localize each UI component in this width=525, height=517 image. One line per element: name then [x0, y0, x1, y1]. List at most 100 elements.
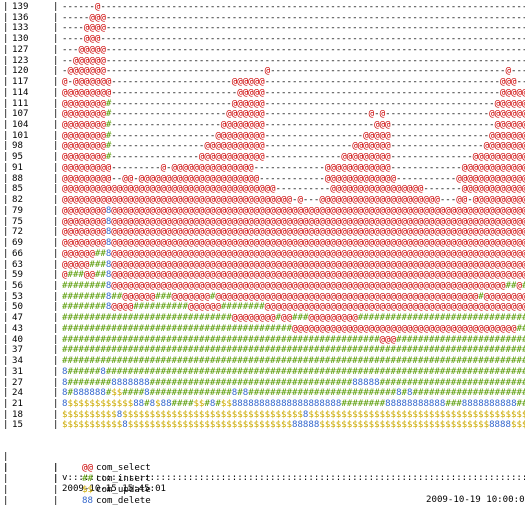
gutter-bar: |: [3, 87, 9, 98]
y-axis-label: 43: [12, 323, 23, 334]
plot-row-data: ########8##@@@@@@###@@@@@@@#@@@@@@@@@@@@…: [62, 291, 525, 302]
gutter-bar: |: [3, 496, 9, 506]
axis-bar: |: [53, 216, 59, 227]
plot-row-data: @@@@@###8@@@@@@@@@@@@@@@@@@@@@@@@@@@@@@@…: [62, 259, 525, 270]
axis-end-label: 2009-10-19 10:00:01: [426, 495, 525, 505]
plot-row-data: @@@@@@@@#-------------------@@@@@@@@@---…: [62, 130, 525, 141]
legend-label: com_insert: [96, 474, 151, 484]
gutter-bar: |: [3, 388, 9, 399]
plot-row-data: -@@@@@@@-----------------------------@--…: [62, 66, 525, 77]
axis-bar: |: [53, 366, 59, 377]
axis-bar: |: [53, 55, 59, 66]
plot-row-data: ########################################…: [62, 323, 525, 334]
axis-row: | | v:::::::::::::::::::::::::::::::::::…: [0, 441, 525, 484]
plot-row-data: @@@@@@@@8@@@@@@@@@@@@@@@@@@@@@@@@@@@@@@@…: [62, 205, 525, 216]
gutter-bar: |: [3, 409, 9, 420]
y-axis-label: 37: [12, 345, 23, 356]
y-axis-label: 75: [12, 216, 23, 227]
axis-bar: |: [53, 496, 59, 506]
y-axis-label: 130: [12, 34, 29, 45]
y-axis-label: 101: [12, 130, 29, 141]
gutter-bar: |: [3, 420, 9, 431]
axis-bar: |: [53, 12, 59, 23]
gutter-bar: |: [3, 66, 9, 77]
axis-bar: |: [53, 44, 59, 55]
axis-bar: |: [53, 291, 59, 302]
plot-row-data: @@@@@@@@#----------------@@@@@@@@@@@@---…: [62, 152, 525, 163]
gutter-bar: |: [3, 280, 9, 291]
axis-bar: |: [53, 162, 59, 173]
axis-bar: |: [53, 173, 59, 184]
gutter-bar: |: [3, 238, 9, 249]
plot-row-data: @@@@@@@@#----------------------@@@@@@---…: [62, 98, 525, 109]
axis-bar: |: [53, 302, 59, 313]
plot-row-data: @@@@@@@@8@@@@@@@@@@@@@@@@@@@@@@@@@@@@@@@…: [62, 238, 525, 249]
y-axis-label: 34: [12, 356, 23, 367]
y-axis-label: 104: [12, 120, 29, 131]
axis-labels-row: | | 2009-10-15 15:45:01 2009-10-19 10:00…: [0, 452, 525, 505]
plot-row-data: 8########8888888########################…: [62, 377, 525, 388]
axis-start-label: 2009-10-15 15:45:01: [62, 484, 167, 495]
gutter-bar: |: [3, 313, 9, 324]
axis-bar: |: [53, 334, 59, 345]
axis-bar: |: [53, 130, 59, 141]
gutter-bar: |: [3, 377, 9, 388]
y-axis-label: 95: [12, 152, 23, 163]
axis-bar: |: [53, 109, 59, 120]
gutter-bar: |: [3, 216, 9, 227]
legend-label: com_update: [96, 485, 151, 495]
gutter-bar: |: [3, 291, 9, 302]
y-axis-label: 56: [12, 280, 23, 291]
plot-row-data: @@@@@@@@@@@@@@@@@@@@@@@@@@@@@@@@@@@@@@@-…: [62, 184, 525, 195]
gutter-bar: |: [3, 399, 9, 409]
axis-bar: |: [53, 377, 59, 388]
plot-row-data: --@@@@@@--------------------------------…: [62, 55, 525, 66]
gutter-bar: |: [3, 23, 9, 34]
plot-row-data: @@@@@@@@8@@@@@@@@@@@@@@@@@@@@@@@@@@@@@@@…: [62, 216, 525, 227]
legend-label: com_delete: [96, 496, 151, 506]
plot-row-data: ###############################@@@@@@@@#…: [62, 313, 525, 324]
y-axis-label: 88: [12, 173, 23, 184]
axis-bar: |: [53, 152, 59, 163]
axis-bar: |: [53, 323, 59, 334]
plot-row-data: @@@@@@@@#-----------------@@@@@@@@@@@---…: [62, 141, 525, 152]
y-axis-label: 24: [12, 388, 23, 399]
gutter-bar: |: [3, 34, 9, 45]
y-axis-label: 85: [12, 184, 23, 195]
gutter-bar: |: [3, 334, 9, 345]
gutter-bar: |: [3, 270, 9, 281]
gutter-bar: |: [3, 2, 9, 12]
axis-bar: |: [53, 195, 59, 206]
y-axis-label: 98: [12, 141, 23, 152]
y-axis-label: 114: [12, 87, 29, 98]
plot-row-data: @@@@@@@@@@@@@@@@@@@@@@@@@@@@@@@@@@@@@@@@…: [62, 195, 525, 206]
y-axis-label: 79: [12, 205, 23, 216]
gutter-bar: |: [3, 77, 9, 88]
y-axis-label: 120: [12, 66, 29, 77]
axis-bar: |: [53, 313, 59, 324]
legend-swatch: $$: [82, 485, 93, 495]
y-axis-label: 47: [12, 313, 23, 324]
gutter-bar: |: [3, 474, 9, 484]
axis-bar: |: [53, 399, 59, 409]
axis-bar: |: [53, 248, 59, 259]
y-axis-label: 123: [12, 55, 29, 66]
gutter-bar: |: [3, 152, 9, 163]
gutter-bar: |: [3, 345, 9, 356]
gutter-bar: |: [3, 44, 9, 55]
gutter-bar: |: [3, 173, 9, 184]
axis-bar: |: [53, 356, 59, 367]
plot-row-data: @@@@@@@@@---------@-@@@@@@@@@@@@@@@-----…: [62, 162, 525, 173]
plot-row-data: $$$$$$$$$$$8$$$$$$$$$$$$$$$$$$$$$$$$$$$$…: [62, 420, 525, 431]
axis-bar: |: [53, 205, 59, 216]
y-axis-label: 63: [12, 259, 23, 270]
axis-bar: |: [53, 98, 59, 109]
legend-swatch: ##: [82, 474, 93, 484]
y-axis-label: 111: [12, 98, 29, 109]
plot-row-data: ---@@@@@--------------------------------…: [62, 44, 525, 55]
plot-row-data: ----@@@---------------------------------…: [62, 34, 525, 45]
y-axis-label: 139: [12, 2, 29, 12]
plot-row-data: @@@@@@@@@-----------------------@@@@@---…: [62, 87, 525, 98]
gutter-bar: |: [3, 462, 9, 473]
y-axis-label: 82: [12, 195, 23, 206]
